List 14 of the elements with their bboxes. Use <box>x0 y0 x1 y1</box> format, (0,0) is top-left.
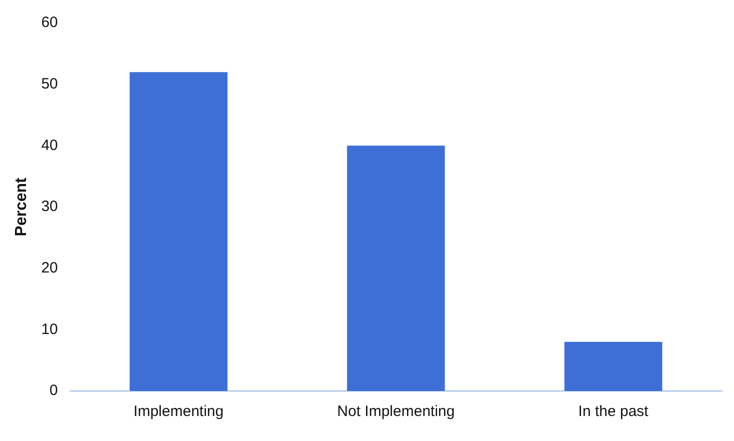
y-tick-label: 20 <box>41 259 58 276</box>
x-tick-label: Not Implementing <box>337 403 455 420</box>
bar <box>564 342 662 391</box>
y-axis-title: Percent <box>13 176 30 236</box>
x-tick-label: Implementing <box>134 403 224 420</box>
y-tick-label: 60 <box>41 14 58 32</box>
y-tick-label: 10 <box>41 320 58 338</box>
y-tick-label: 30 <box>41 198 58 216</box>
y-tick-label: 40 <box>41 136 58 154</box>
y-tick-label: 50 <box>41 75 58 92</box>
bar <box>347 146 445 391</box>
y-tick-label: 0 <box>50 382 58 400</box>
bar <box>130 72 228 391</box>
x-tick-label: In the past <box>578 403 650 420</box>
